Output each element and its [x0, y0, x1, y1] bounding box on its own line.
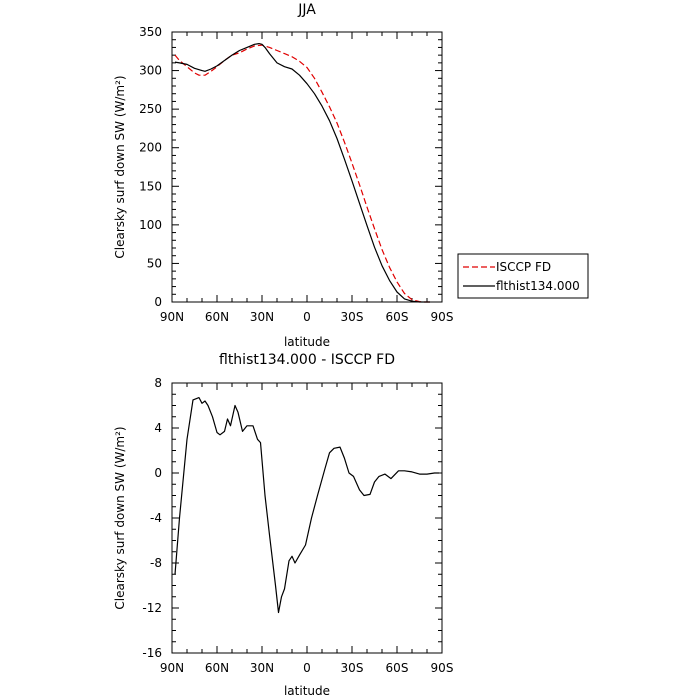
y-tick-label: 0 [154, 466, 162, 480]
bottom-y-tick-labels: -16 -12 -8 -4 0 4 8 [142, 376, 162, 660]
y-tick-label: 4 [154, 421, 162, 435]
legend-label-isccp-fd: ISCCP FD [496, 260, 551, 274]
x-tick-label: 60N [205, 661, 229, 675]
top-chart-panel: JJA 90N 60N 30N 0 30S 60S 90S 0 50 100 150 200 250 3… [113, 2, 453, 349]
y-tick-label: -12 [142, 601, 162, 615]
x-tick-label: 0 [303, 310, 311, 324]
x-tick-label: 60N [205, 310, 229, 324]
bottom-axis-ticks [171, 382, 443, 654]
isccp-fd-line [174, 44, 430, 303]
y-tick-label: -8 [150, 556, 162, 570]
y-tick-label: -16 [142, 646, 162, 660]
top-plot-frame [171, 31, 443, 303]
x-tick-label: 60S [386, 661, 409, 675]
y-tick-label: 150 [139, 179, 162, 193]
x-tick-label: 30N [250, 310, 274, 324]
top-axis-ticks [171, 31, 443, 303]
y-tick-label: 50 [147, 256, 162, 270]
y-tick-label: 8 [154, 376, 162, 390]
x-tick-label: 30S [341, 310, 364, 324]
x-tick-label: 30N [250, 661, 274, 675]
x-tick-label: 90N [160, 661, 184, 675]
x-tick-label: 0 [303, 661, 311, 675]
flthist134-000-line [174, 42, 430, 303]
bottom-chart-title: flthist134.000 - ISCCP FD [219, 352, 395, 368]
top-y-axis-title: Clearsky surf down SW (W/m²) [113, 75, 127, 258]
y-tick-label: 0 [154, 295, 162, 309]
bottom-x-axis-title: latitude [284, 684, 330, 698]
x-tick-label: 90N [160, 310, 184, 324]
y-tick-label: 100 [139, 218, 162, 232]
y-tick-label: 200 [139, 141, 162, 155]
difference-line [174, 397, 439, 614]
y-tick-label: 250 [139, 102, 162, 116]
legend-label-flthist134: flthist134.000 [496, 279, 580, 293]
bottom-plot-frame [171, 382, 443, 654]
bottom-x-tick-labels: 90N 60N 30N 0 30S 60S 90S [160, 661, 454, 675]
x-tick-label: 90S [431, 310, 454, 324]
bottom-chart-panel: flthist134.000 - ISCCP FD 90N 60N 30N 0 30S 6… [113, 352, 453, 698]
top-x-axis-title: latitude [284, 335, 330, 349]
x-tick-label: 60S [386, 310, 409, 324]
bottom-y-axis-title: Clearsky surf down SW (W/m²) [113, 426, 127, 609]
top-series-lines [174, 42, 430, 303]
chart-legend: ISCCP FD flthist134.000 [457, 253, 589, 299]
y-tick-label: -4 [150, 511, 162, 525]
x-tick-label: 30S [341, 661, 364, 675]
top-chart-title: JJA [297, 2, 316, 18]
legend-box [457, 253, 589, 299]
top-x-tick-labels: 90N 60N 30N 0 30S 60S 90S [160, 310, 454, 324]
y-tick-label: 350 [139, 25, 162, 39]
y-tick-label: 300 [139, 64, 162, 78]
top-y-tick-labels: 0 50 100 150 200 250 300 350 [139, 25, 162, 309]
bottom-series-lines [174, 397, 439, 614]
x-tick-label: 90S [431, 661, 454, 675]
